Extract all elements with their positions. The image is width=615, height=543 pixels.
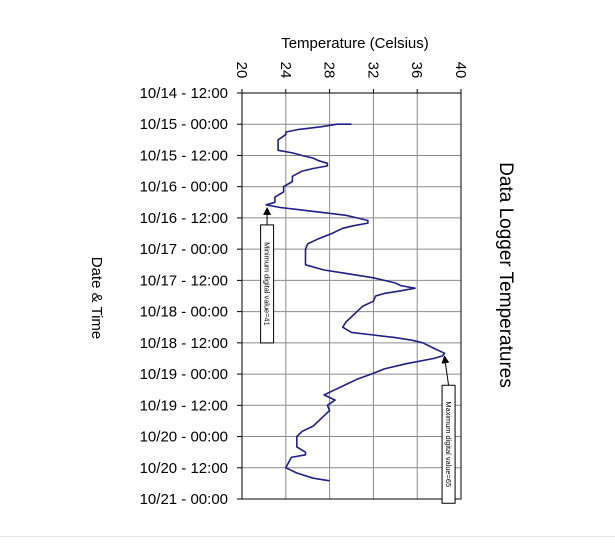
y-tick-label: 10/16 - 12:00 [140, 210, 228, 227]
annotation-label: Minimum digital value=41 [263, 242, 272, 326]
x-tick-label: 24 [277, 62, 294, 79]
annotation-box [260, 224, 275, 344]
annotation-box [441, 384, 456, 504]
y-tick-label: 10/15 - 12:00 [140, 147, 228, 164]
x-tick-label: 36 [408, 62, 425, 79]
y-tick-label: 10/20 - 00:00 [140, 429, 228, 446]
y-tick-label: 10/16 - 00:00 [140, 179, 228, 196]
series-group [265, 123, 446, 482]
x-tick-label: 32 [364, 62, 381, 79]
x-tick-label: 20 [233, 62, 250, 79]
chart-title: Data Logger Temperatures [495, 162, 516, 388]
annotation-arrow [441, 355, 450, 386]
y-tick-label: 10/18 - 12:00 [140, 335, 228, 352]
y-tick-label: 10/21 - 00:00 [140, 491, 228, 508]
y-tick-label: 10/15 - 00:00 [140, 116, 228, 133]
y-axis-label: Date & Time [88, 257, 105, 340]
x-tick-label: 28 [321, 62, 338, 79]
plot-frame [241, 89, 462, 500]
y-tick-label: 10/14 - 12:00 [140, 85, 228, 102]
y-tick-label: 10/17 - 00:00 [140, 241, 228, 258]
x-axis-label: Temperature (Celsius) [281, 35, 429, 52]
series-line-0 [265, 123, 446, 482]
y-tick-label: 10/17 - 12:00 [140, 272, 228, 289]
y-tick-labels: 10/14 - 12:00 10/15 - 00:00 10/15 - 12:00 1… [140, 85, 228, 508]
y-tick-label: 10/19 - 12:00 [140, 397, 228, 414]
annotations-group: Minimum digital value=41 Maximum digital … [260, 206, 456, 504]
y-tick-label: 10/19 - 00:00 [140, 366, 228, 383]
y-tick-label: 10/20 - 12:00 [140, 460, 228, 477]
x-tick-label: 40 [452, 62, 469, 79]
annotation-label: Maximum digital value=65 [444, 401, 453, 487]
y-tick-label: 10/18 - 00:00 [140, 304, 228, 321]
bottom-divider [0, 536, 615, 537]
plot-border [241, 92, 462, 500]
x-tick-labels: 20 24 28 32 36 40 [233, 62, 469, 79]
